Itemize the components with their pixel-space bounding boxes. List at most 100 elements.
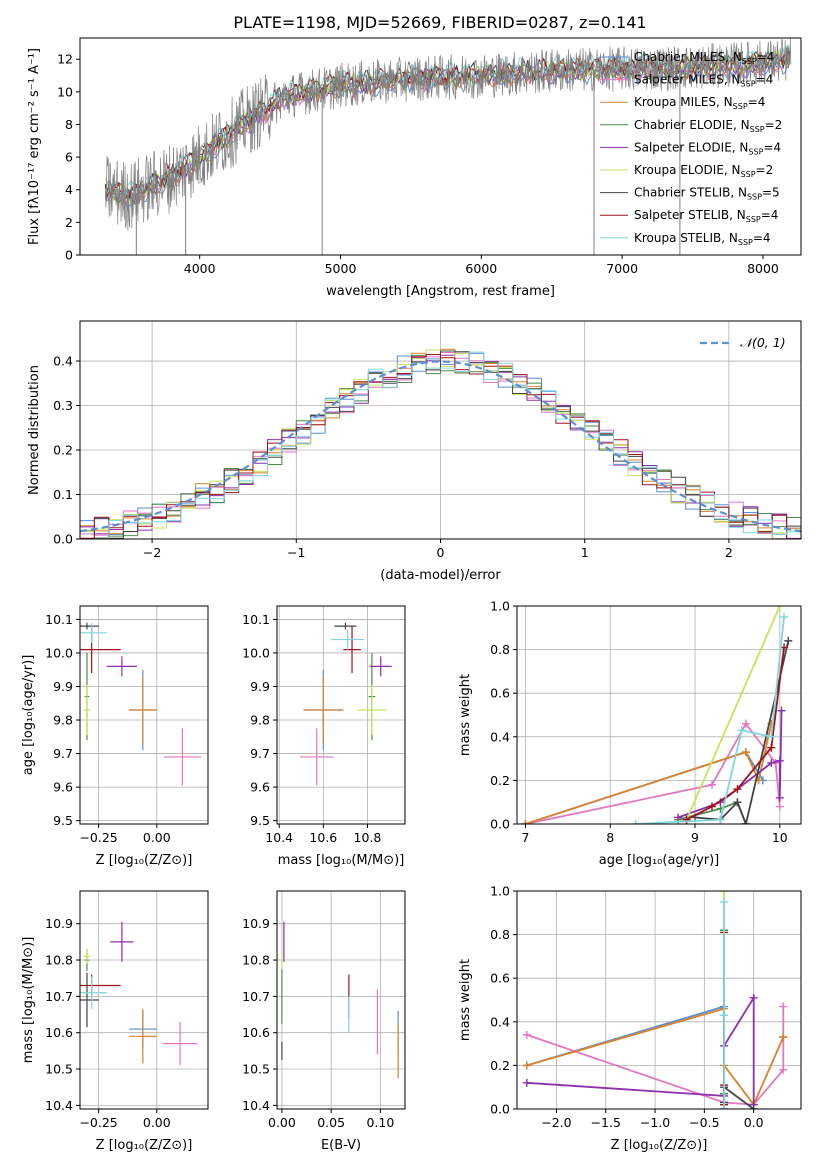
residuals-ylabel: Normed distribution <box>27 365 42 495</box>
weight-vs-age-marker <box>767 743 776 752</box>
age-vs-mass-ytick-label: 10.1 <box>242 612 270 627</box>
legend-label: 𝒩(0, 1) <box>740 335 786 350</box>
spectrum-ytick-label: 12 <box>57 52 73 67</box>
spectrum-ytick-label: 0 <box>65 248 73 263</box>
residuals-xtick-label: −2 <box>143 545 161 560</box>
age-vs-Z-point <box>80 622 107 643</box>
mass-vs-EBV-ytick-label: 10.5 <box>242 1062 270 1077</box>
spectrum-xtick-label: 6000 <box>465 261 497 276</box>
spectrum-legend: Chabrier MILES, NSSP=4 Salpeter MILES, NS… <box>600 50 782 247</box>
age-vs-mass-xtick-label: 10.6 <box>309 830 337 845</box>
weight-vs-Z-marker <box>749 1105 758 1109</box>
weight-vs-Z-xtick-label: −1.0 <box>640 1115 670 1130</box>
spectrum-ytick-label: 10 <box>57 84 73 99</box>
age-vs-mass-frame: 10.4 10.6 10.8 9.5 9.6 9.7 9.8 9.9 10.0 10.1 mass … <box>242 605 406 868</box>
mass-vs-Z-ylabel: mass [log₁₀(M/M⊙)] <box>21 937 36 1064</box>
age-vs-mass-ytick-label: 9.8 <box>250 713 270 728</box>
weight-vs-Z-marker <box>522 1061 531 1070</box>
legend-label: Chabrier MILES, NSSP=4 <box>634 50 774 66</box>
age-vs-Z-point <box>163 728 202 786</box>
weight-vs-Z-marker <box>749 993 758 1002</box>
weight-vs-Z-marker <box>779 1033 788 1042</box>
weight-vs-Z-ytick-label: 0.2 <box>490 1058 510 1073</box>
mass-vs-EBV-ytick-label: 10.4 <box>242 1098 270 1113</box>
age-vs-Z-ytick-label: 9.6 <box>53 780 73 795</box>
mass-vs-Z-point <box>80 972 99 1028</box>
mass-vs-EBV-plot-area <box>281 921 399 1079</box>
weight-vs-age-ytick-label: 1.0 <box>490 599 510 614</box>
weight-vs-age-marker <box>767 758 776 767</box>
mass-vs-Z-ytick-label: 10.7 <box>45 989 73 1004</box>
spectrum-ytick-label: 8 <box>65 117 73 132</box>
age-vs-mass-point <box>334 622 357 630</box>
residuals-ytick-label: 0.2 <box>53 443 73 458</box>
mass-vs-Z-point <box>110 921 134 962</box>
weight-vs-age-ytick-label: 0.4 <box>490 729 510 744</box>
weight-vs-age-marker <box>682 815 691 824</box>
weight-vs-age-marker <box>784 636 793 645</box>
spectrum-frame: 4000 5000 6000 7000 8000 0 2 4 6 8 10 12 wavelength … <box>27 37 802 299</box>
mass-vs-EBV-xtick-label: 0.10 <box>366 1115 394 1130</box>
legend-label: Salpeter ELODIE, NSSP=4 <box>634 140 781 156</box>
age-vs-mass-axes <box>277 606 405 824</box>
mass-vs-Z-ytick-label: 10.8 <box>45 953 73 968</box>
weight-vs-age-marker <box>777 706 786 715</box>
age-vs-Z-plot-area <box>80 622 202 786</box>
age-vs-Z-ytick-label: 9.9 <box>53 679 73 694</box>
weight-vs-Z-frame: −2.0 −1.5 −1.0 −0.5 0.0 0.0 0.2 0.4 0.6 0.8 1.0 Z [… <box>458 884 802 1153</box>
weight-vs-Z-xtick-label: −2.0 <box>541 1115 571 1130</box>
spectrum-ytick-label: 6 <box>65 150 73 165</box>
weight-vs-Z-series-line <box>526 1006 785 1106</box>
weight-vs-age-marker <box>775 793 784 802</box>
weight-vs-age-xtick-label: 10 <box>772 830 788 845</box>
weight-vs-age-frame: 7 8 9 10 0.0 0.2 0.4 0.6 0.8 1.0 age [log₁₀(age/yr… <box>458 599 802 868</box>
weight-vs-Z-ytick-label: 0.6 <box>490 971 510 986</box>
mass-vs-Z-ytick-label: 10.6 <box>45 1025 73 1040</box>
mass-vs-Z-point <box>128 1009 157 1064</box>
legend-label: Chabrier ELODIE, NSSP=2 <box>634 118 782 134</box>
mass-vs-EBV-ytick-label: 10.9 <box>242 916 270 931</box>
weight-vs-Z-ytick-label: 0.0 <box>490 1102 510 1117</box>
weight-vs-age-ytick-label: 0.6 <box>490 686 510 701</box>
legend-label: Salpeter MILES, NSSP=4 <box>634 73 773 89</box>
weight-vs-age-marker <box>775 756 784 765</box>
weight-vs-Z-marker <box>779 1002 788 1011</box>
age-vs-Z-point <box>83 684 91 736</box>
residuals-ytick-label: 0.3 <box>53 398 73 413</box>
mass-vs-EBV-border <box>276 890 406 1110</box>
mass-vs-EBV-ytick-label: 10.7 <box>242 989 270 1004</box>
residuals-ytick-label: 0.0 <box>53 532 73 547</box>
weight-vs-age-ytick-label: 0.0 <box>490 817 510 832</box>
weight-vs-age-ytick-label: 0.8 <box>490 642 510 657</box>
mass-vs-Z-xlabel: Z [log₁₀(Z/Z⊙)] <box>96 1138 193 1153</box>
age-vs-Z-ylabel: age [log₁₀(age/yr)] <box>21 655 36 776</box>
weight-vs-Z-border <box>516 890 802 1110</box>
weight-vs-age-marker <box>674 813 683 822</box>
weight-vs-age-xtick-label: 7 <box>522 830 530 845</box>
weight-vs-age-xtick-label: 8 <box>606 830 614 845</box>
age-vs-mass-ytick-label: 9.7 <box>250 746 270 761</box>
mass-vs-EBV-xlabel: E(B-V) <box>321 1138 361 1153</box>
spectrum-xtick-label: 7000 <box>606 261 638 276</box>
age-vs-mass-point <box>357 684 387 736</box>
weight-vs-age-series-line <box>685 606 781 820</box>
weight-vs-Z-ytick-label: 0.8 <box>490 927 510 942</box>
weight-vs-age-series-line <box>525 723 773 824</box>
spectrum-xtick-label: 8000 <box>747 261 779 276</box>
weight-vs-age-xlabel: age [log₁₀(age/yr)] <box>599 853 720 868</box>
weight-vs-Z-xlabel: Z [log₁₀(Z/Z⊙)] <box>611 1138 708 1153</box>
weight-vs-age-plot-area <box>521 606 793 824</box>
weight-vs-Z-plot-area <box>522 891 788 1109</box>
weight-vs-Z-marker <box>779 1065 788 1074</box>
weight-vs-age-marker <box>767 732 776 741</box>
spectrum-data-line <box>104 38 792 231</box>
mass-vs-EBV-xtick-label: 0.05 <box>317 1115 345 1130</box>
residuals-xtick-label: 0 <box>437 545 445 560</box>
legend-label: Kroupa MILES, NSSP=4 <box>634 95 765 111</box>
mass-vs-Z-xtick-label: −0.25 <box>79 1115 117 1130</box>
weight-vs-age-marker <box>733 785 742 794</box>
spectrum-ylabel: Flux [fλ10⁻¹⁷ erg cm⁻² s⁻¹ A⁻¹] <box>27 48 42 245</box>
age-vs-Z-point <box>128 676 157 744</box>
weight-vs-age-xtick-label: 9 <box>691 830 699 845</box>
